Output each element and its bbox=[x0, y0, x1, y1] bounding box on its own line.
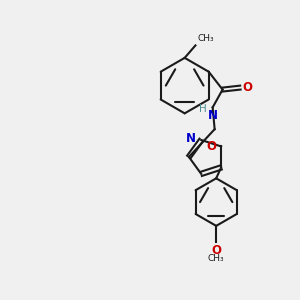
Text: N: N bbox=[186, 133, 196, 146]
Text: CH₃: CH₃ bbox=[197, 34, 214, 43]
Text: O: O bbox=[211, 244, 221, 257]
Text: O: O bbox=[242, 81, 252, 94]
Text: O: O bbox=[206, 140, 216, 153]
Text: CH₃: CH₃ bbox=[208, 254, 224, 262]
Text: N: N bbox=[208, 110, 218, 122]
Text: H: H bbox=[199, 104, 207, 114]
